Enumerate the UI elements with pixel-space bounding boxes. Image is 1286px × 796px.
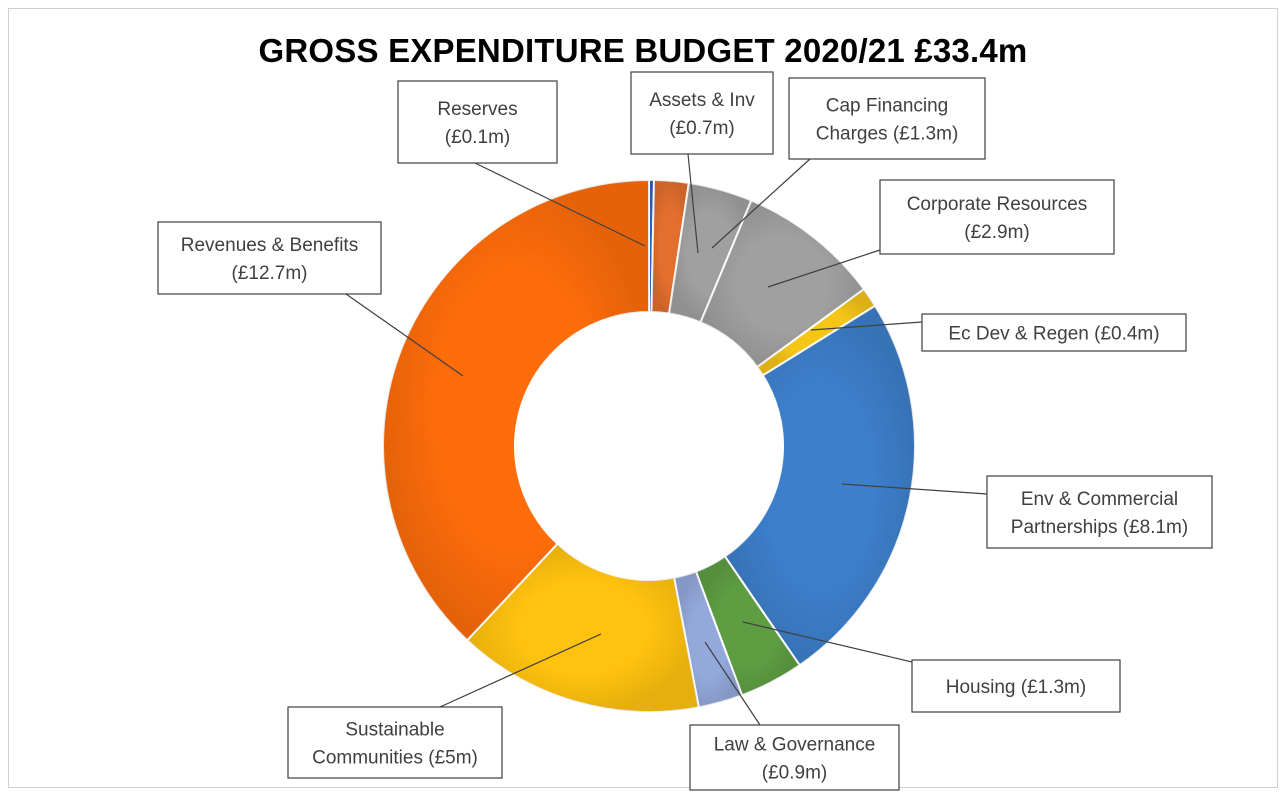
label-text-revenues-benefits: Revenues & Benefits: [181, 235, 358, 256]
label-text-housing: Housing (£1.3m): [946, 677, 1086, 698]
leader-lines-group: [345, 153, 988, 726]
leader-line-law-governance: [704, 641, 761, 726]
label-box-housing: [911, 659, 1121, 713]
slices-group: [382, 178, 916, 713]
label-box-env-commercial-partnerships: [986, 475, 1213, 549]
label-text-ec-dev-regen: Ec Dev & Regen (£0.4m): [948, 324, 1159, 345]
label-text-law-governance: (£0.9m): [762, 763, 827, 784]
slice-shading-revenues-benefits: [383, 180, 649, 641]
label-cap-financing-charges: Cap Financing Charges (£1.3m): [788, 77, 986, 160]
label-box-sustainable-communities: [287, 706, 503, 779]
label-revenues-benefits: Revenues & Benefits (£12.7m): [157, 221, 382, 295]
label-text-env-commercial-partnerships: Env & Commercial: [1021, 489, 1178, 510]
slice-shading-corporate-resources: [700, 200, 864, 368]
slice-shading-sustainable-communities: [467, 543, 699, 712]
label-text-reserves: (£0.1m): [445, 127, 510, 148]
label-box-assets-inv: [630, 71, 774, 155]
label-box-law-governance: [689, 724, 900, 791]
label-text-env-commercial-partnerships: Partnerships (£8.1m): [1011, 517, 1188, 538]
label-assets-inv: Assets & Inv (£0.7m): [630, 71, 774, 155]
leader-line-reserves: [474, 162, 646, 247]
label-text-cap-financing-charges: Cap Financing: [826, 96, 949, 117]
label-box-reserves: [397, 80, 558, 164]
label-text-corporate-resources: (£2.9m): [964, 222, 1029, 243]
labels-group: Reserves (£0.1m) Assets & Inv (£0.7m) Cap Fi…: [157, 71, 1213, 791]
label-env-commercial-partnerships: Env & Commercial Partnerships (£8.1m): [986, 475, 1213, 549]
chart-title: GROSS EXPENDITURE BUDGET 2020/21 £33.4m: [258, 32, 1028, 69]
label-text-reserves: Reserves: [437, 99, 517, 120]
label-text-assets-inv: (£0.7m): [669, 118, 734, 139]
slice-shading-law-governance: [674, 571, 743, 708]
label-sustainable-communities: Sustainable Communities (£5m): [287, 706, 503, 779]
slice-shading-ec-dev-regen: [757, 289, 876, 376]
slice-shading-env-commercial-partnerships: [724, 305, 915, 666]
label-text-revenues-benefits: (£12.7m): [231, 263, 307, 284]
label-text-sustainable-communities: Sustainable: [345, 720, 444, 741]
leader-line-env-commercial-partnerships: [841, 483, 988, 495]
label-box-revenues-benefits: [157, 221, 382, 295]
label-reserves: Reserves (£0.1m): [397, 80, 558, 164]
label-box-ec-dev-regen: [921, 313, 1187, 352]
label-text-assets-inv: Assets & Inv: [649, 90, 755, 111]
label-housing: Housing (£1.3m): [911, 659, 1121, 713]
label-law-governance: Law & Governance (£0.9m): [689, 724, 900, 791]
leader-line-ec-dev-regen: [810, 321, 923, 331]
label-box-corporate-resources: [879, 179, 1115, 255]
leader-line-corporate-resources: [767, 249, 881, 288]
leader-line-housing: [742, 621, 913, 663]
label-ec-dev-regen: Ec Dev & Regen (£0.4m): [921, 313, 1187, 352]
leader-line-assets-inv: [687, 153, 699, 254]
label-text-law-governance: Law & Governance: [714, 735, 876, 756]
slice-shading-assets-inv: [651, 180, 689, 314]
leader-line-sustainable-communities: [439, 633, 602, 708]
label-corporate-resources: Corporate Resources (£2.9m): [879, 179, 1115, 255]
slice-shading-cap-financing-charges: [669, 183, 752, 323]
label-text-cap-financing-charges: Charges (£1.3m): [816, 124, 959, 145]
label-text-corporate-resources: Corporate Resources: [907, 194, 1088, 215]
leader-line-revenues-benefits: [345, 293, 464, 377]
slice-shading-housing: [695, 556, 800, 696]
label-text-sustainable-communities: Communities (£5m): [312, 748, 478, 769]
label-box-cap-financing-charges: [788, 77, 986, 160]
leader-line-cap-financing-charges: [711, 158, 811, 249]
